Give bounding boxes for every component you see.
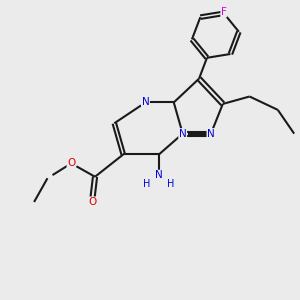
Text: N: N bbox=[155, 170, 163, 180]
Text: F: F bbox=[221, 7, 227, 17]
Text: O: O bbox=[67, 158, 75, 168]
Text: H: H bbox=[143, 179, 151, 189]
Text: N: N bbox=[179, 129, 187, 139]
Text: N: N bbox=[207, 129, 215, 139]
Text: N: N bbox=[142, 98, 149, 107]
Text: H: H bbox=[167, 179, 175, 189]
Text: O: O bbox=[88, 197, 96, 207]
